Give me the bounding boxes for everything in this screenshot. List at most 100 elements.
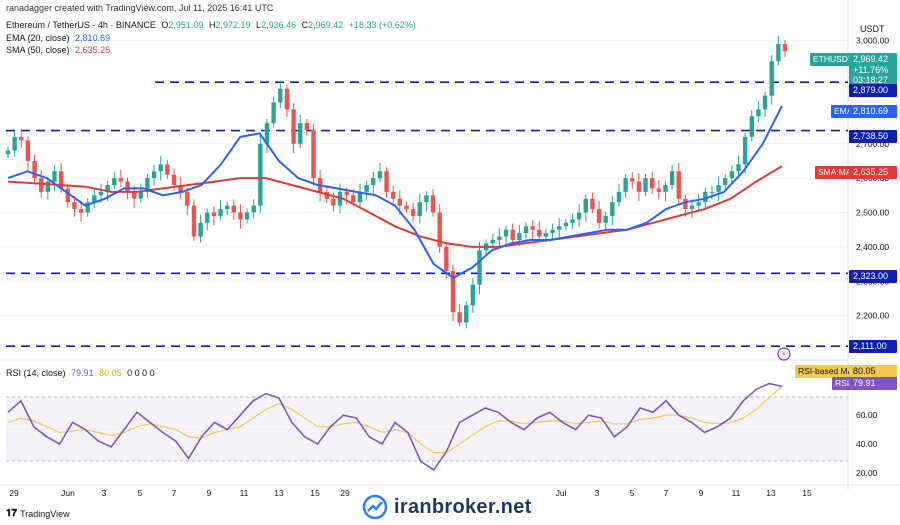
candle-body bbox=[749, 116, 754, 137]
rsi-legend-label: RSI (14, close) bbox=[6, 368, 66, 378]
candle-body bbox=[563, 222, 569, 227]
candle-body bbox=[769, 61, 774, 96]
time-tick-label: 15 bbox=[802, 488, 812, 498]
candle-body bbox=[676, 171, 681, 199]
candle-body bbox=[457, 312, 462, 323]
candle-body bbox=[709, 191, 715, 193]
candle-body bbox=[390, 191, 396, 199]
candle-body bbox=[576, 212, 582, 220]
candle-body bbox=[477, 250, 482, 285]
candle-body bbox=[530, 226, 535, 230]
rsi-tick-label: 60.00 bbox=[856, 410, 878, 420]
candle-body bbox=[105, 185, 110, 192]
candle-body bbox=[723, 178, 728, 185]
candle-body bbox=[596, 209, 602, 223]
candle-body bbox=[636, 181, 642, 192]
alert-bolt: ⚡ bbox=[781, 350, 787, 359]
rsi-ma-badge: 80.05 bbox=[849, 365, 897, 378]
level-badge-2111: 2,111.00 bbox=[849, 340, 897, 353]
candle-body bbox=[32, 160, 37, 179]
ema-legend-label: EMA (20, close) bbox=[6, 33, 70, 43]
candle-body bbox=[344, 191, 349, 196]
candle-body bbox=[251, 205, 256, 213]
candle-body bbox=[298, 123, 303, 144]
candle-body bbox=[669, 171, 675, 185]
currency-label[interactable]: USDT bbox=[860, 24, 885, 34]
candle-body bbox=[371, 178, 376, 185]
countdown-badge: 03:18:27 bbox=[849, 74, 897, 87]
time-tick-label: 3 bbox=[102, 488, 107, 498]
candle-body bbox=[756, 109, 761, 117]
candle-body bbox=[424, 195, 429, 203]
sma-legend-label: SMA (50, close) bbox=[6, 45, 70, 55]
rsi-ma-legend-value: 80.05 bbox=[99, 368, 122, 378]
symbol-legend[interactable]: Ethereum / TetherUS · 4h · BINANCE O2,95… bbox=[6, 20, 416, 31]
sma-legend-value: 2,635.25 bbox=[75, 45, 111, 55]
rsi-axis-ticks: 60.00 40.00 20.00 bbox=[856, 410, 878, 478]
candle-body bbox=[131, 191, 137, 199]
candle-body bbox=[171, 174, 177, 185]
tradingview-brand-label: TradingView bbox=[20, 508, 70, 519]
candle-body bbox=[503, 229, 509, 237]
rsi-tick-label: 40.00 bbox=[856, 439, 878, 449]
candle-body bbox=[517, 233, 522, 240]
candle-body bbox=[92, 195, 97, 203]
rsi-legend-value: 79.91 bbox=[71, 368, 94, 378]
candle-body bbox=[78, 209, 84, 213]
candle-body bbox=[689, 205, 695, 210]
candle-body bbox=[211, 212, 217, 216]
time-tick-label: 7 bbox=[172, 488, 177, 498]
candle-body bbox=[231, 205, 236, 213]
rsi-legend-extra: 0 0 0 0 bbox=[127, 368, 155, 378]
candle-body bbox=[224, 205, 230, 210]
candle-body bbox=[417, 202, 422, 216]
price-tick-label: 2,700.00 bbox=[856, 139, 889, 149]
rsi-badge: 79.91 bbox=[849, 377, 897, 390]
ohlc-high: 2,972.19 bbox=[215, 20, 251, 30]
rsi-ma-line bbox=[7, 385, 783, 454]
candle-body bbox=[291, 109, 296, 144]
candle-body bbox=[703, 191, 708, 203]
candle-body bbox=[643, 178, 648, 192]
candle-body bbox=[630, 178, 635, 182]
candle-body bbox=[490, 240, 495, 244]
candle-body bbox=[437, 212, 442, 247]
candle-body bbox=[729, 171, 735, 179]
sma-legend[interactable]: SMA (50, close) 2,635.25 bbox=[6, 45, 110, 56]
candle-body bbox=[742, 136, 748, 165]
candle-body bbox=[205, 212, 210, 223]
tradingview-brand[interactable]: 𝟏𝟕 TradingView bbox=[6, 508, 70, 519]
candle-body bbox=[497, 236, 502, 240]
candle-body bbox=[178, 185, 183, 192]
level-badge-2323: 2,323.00 bbox=[849, 270, 897, 283]
rsi-ma-tag: RSI-based MA bbox=[795, 365, 857, 378]
candle-body bbox=[570, 219, 575, 223]
time-tick-label: Jun bbox=[61, 488, 75, 498]
last-symbol-tag: ETHUSDT bbox=[810, 53, 857, 66]
rsi-legend[interactable]: RSI (14, close) 79.91 80.05 0 0 0 0 bbox=[6, 368, 155, 379]
rsi-tag: RSI bbox=[832, 377, 853, 390]
level-badge-2738: 2,738.50 bbox=[849, 130, 897, 143]
candle-body bbox=[72, 202, 77, 210]
candle-body bbox=[185, 191, 190, 206]
alert-icon bbox=[777, 347, 791, 361]
time-tick-label: 11 bbox=[732, 488, 741, 498]
candle-body bbox=[264, 123, 270, 144]
candle-body bbox=[663, 185, 668, 192]
candle-body bbox=[696, 202, 701, 206]
candle-body bbox=[311, 130, 316, 179]
time-tick-label: 29 bbox=[340, 488, 350, 498]
tradingview-logo-icon: 𝟏𝟕 bbox=[6, 508, 18, 519]
rsi-line bbox=[7, 382, 783, 472]
price-tick-label: 3,000.00 bbox=[856, 36, 889, 46]
ema-legend[interactable]: EMA (20, close) 2,810.69 bbox=[6, 33, 110, 44]
candle-body bbox=[98, 191, 104, 196]
candle-body bbox=[25, 140, 31, 161]
ohlc-open: 2,951.09 bbox=[168, 20, 204, 30]
candle-body bbox=[397, 198, 403, 206]
candle-body bbox=[191, 205, 197, 237]
candle-body bbox=[258, 143, 263, 206]
iranbroker-logo-icon bbox=[362, 494, 388, 520]
candle-body bbox=[649, 178, 655, 189]
candle-body bbox=[112, 178, 117, 185]
